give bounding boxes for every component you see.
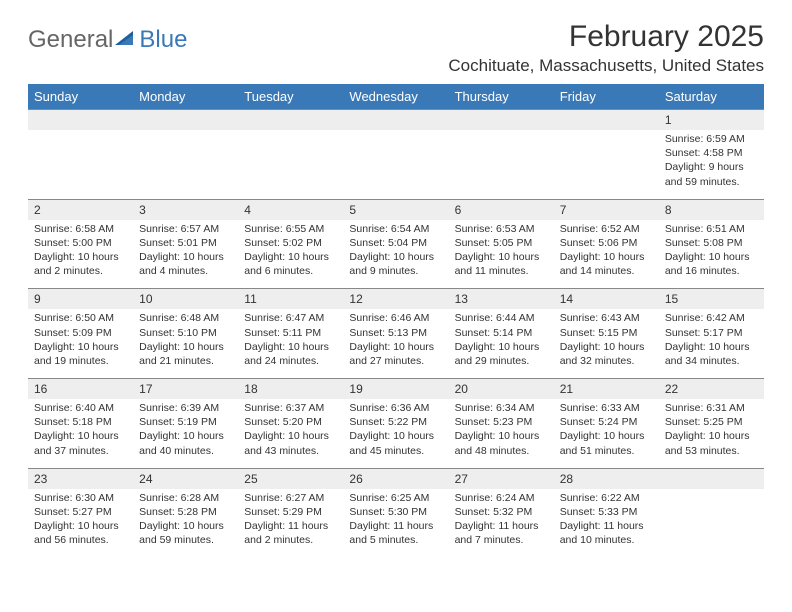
date-cell: 15 <box>659 289 764 310</box>
date-cell: 14 <box>554 289 659 310</box>
date-cell: 4 <box>238 199 343 220</box>
detail-cell <box>28 130 133 199</box>
day-header-row: Sunday Monday Tuesday Wednesday Thursday… <box>28 84 764 110</box>
detail-cell: Sunrise: 6:48 AMSunset: 5:10 PMDaylight:… <box>133 309 238 378</box>
page-header: General Blue February 2025 Cochituate, M… <box>28 20 764 76</box>
detail-cell: Sunrise: 6:33 AMSunset: 5:24 PMDaylight:… <box>554 399 659 468</box>
detail-cell: Sunrise: 6:25 AMSunset: 5:30 PMDaylight:… <box>343 489 448 558</box>
day-header-sun: Sunday <box>28 84 133 110</box>
week1-dates: 1 <box>28 110 764 131</box>
detail-cell <box>449 130 554 199</box>
detail-cell: Sunrise: 6:55 AMSunset: 5:02 PMDaylight:… <box>238 220 343 289</box>
date-cell <box>28 110 133 131</box>
logo: General Blue <box>28 26 187 54</box>
date-cell: 13 <box>449 289 554 310</box>
date-cell: 17 <box>133 379 238 400</box>
date-cell: 5 <box>343 199 448 220</box>
detail-cell <box>659 489 764 558</box>
detail-cell: Sunrise: 6:34 AMSunset: 5:23 PMDaylight:… <box>449 399 554 468</box>
date-cell: 10 <box>133 289 238 310</box>
date-cell <box>449 110 554 131</box>
date-cell: 22 <box>659 379 764 400</box>
month-title: February 2025 <box>448 20 764 54</box>
week4-dates: 16 17 18 19 20 21 22 <box>28 379 764 400</box>
week2-details: Sunrise: 6:58 AMSunset: 5:00 PMDaylight:… <box>28 220 764 289</box>
date-cell: 7 <box>554 199 659 220</box>
date-cell: 2 <box>28 199 133 220</box>
day-header-fri: Friday <box>554 84 659 110</box>
week2-dates: 2 3 4 5 6 7 8 <box>28 199 764 220</box>
date-cell: 26 <box>343 468 448 489</box>
detail-cell: Sunrise: 6:52 AMSunset: 5:06 PMDaylight:… <box>554 220 659 289</box>
detail-cell: Sunrise: 6:53 AMSunset: 5:05 PMDaylight:… <box>449 220 554 289</box>
date-cell: 28 <box>554 468 659 489</box>
detail-cell: Sunrise: 6:50 AMSunset: 5:09 PMDaylight:… <box>28 309 133 378</box>
date-cell: 18 <box>238 379 343 400</box>
detail-cell: Sunrise: 6:44 AMSunset: 5:14 PMDaylight:… <box>449 309 554 378</box>
date-cell <box>659 468 764 489</box>
date-cell: 9 <box>28 289 133 310</box>
week3-dates: 9 10 11 12 13 14 15 <box>28 289 764 310</box>
week3-details: Sunrise: 6:50 AMSunset: 5:09 PMDaylight:… <box>28 309 764 378</box>
date-cell: 11 <box>238 289 343 310</box>
detail-cell: Sunrise: 6:59 AMSunset: 4:58 PMDaylight:… <box>659 130 764 199</box>
detail-cell: Sunrise: 6:31 AMSunset: 5:25 PMDaylight:… <box>659 399 764 468</box>
date-cell: 19 <box>343 379 448 400</box>
date-cell: 27 <box>449 468 554 489</box>
calendar-table: Sunday Monday Tuesday Wednesday Thursday… <box>28 84 764 557</box>
detail-cell: Sunrise: 6:51 AMSunset: 5:08 PMDaylight:… <box>659 220 764 289</box>
logo-text-blue: Blue <box>139 26 187 54</box>
detail-cell: Sunrise: 6:36 AMSunset: 5:22 PMDaylight:… <box>343 399 448 468</box>
detail-cell: Sunrise: 6:43 AMSunset: 5:15 PMDaylight:… <box>554 309 659 378</box>
detail-cell: Sunrise: 6:30 AMSunset: 5:27 PMDaylight:… <box>28 489 133 558</box>
title-block: February 2025 Cochituate, Massachusetts,… <box>448 20 764 76</box>
date-cell: 25 <box>238 468 343 489</box>
detail-cell: Sunrise: 6:46 AMSunset: 5:13 PMDaylight:… <box>343 309 448 378</box>
date-cell: 8 <box>659 199 764 220</box>
week1-details: Sunrise: 6:59 AMSunset: 4:58 PMDaylight:… <box>28 130 764 199</box>
location-text: Cochituate, Massachusetts, United States <box>448 56 764 76</box>
detail-cell: Sunrise: 6:24 AMSunset: 5:32 PMDaylight:… <box>449 489 554 558</box>
week5-details: Sunrise: 6:30 AMSunset: 5:27 PMDaylight:… <box>28 489 764 558</box>
day-header-tue: Tuesday <box>238 84 343 110</box>
week4-details: Sunrise: 6:40 AMSunset: 5:18 PMDaylight:… <box>28 399 764 468</box>
date-cell <box>554 110 659 131</box>
day-header-wed: Wednesday <box>343 84 448 110</box>
day-header-sat: Saturday <box>659 84 764 110</box>
detail-cell: Sunrise: 6:47 AMSunset: 5:11 PMDaylight:… <box>238 309 343 378</box>
date-cell: 21 <box>554 379 659 400</box>
date-cell <box>343 110 448 131</box>
detail-cell: Sunrise: 6:28 AMSunset: 5:28 PMDaylight:… <box>133 489 238 558</box>
logo-text-general: General <box>28 26 113 54</box>
detail-cell <box>133 130 238 199</box>
date-cell <box>238 110 343 131</box>
date-cell: 20 <box>449 379 554 400</box>
detail-cell <box>238 130 343 199</box>
day-header-mon: Monday <box>133 84 238 110</box>
week5-dates: 23 24 25 26 27 28 <box>28 468 764 489</box>
date-cell: 24 <box>133 468 238 489</box>
detail-cell <box>343 130 448 199</box>
date-cell: 16 <box>28 379 133 400</box>
date-cell: 23 <box>28 468 133 489</box>
date-cell <box>133 110 238 131</box>
detail-cell: Sunrise: 6:42 AMSunset: 5:17 PMDaylight:… <box>659 309 764 378</box>
detail-cell: Sunrise: 6:57 AMSunset: 5:01 PMDaylight:… <box>133 220 238 289</box>
detail-cell: Sunrise: 6:58 AMSunset: 5:00 PMDaylight:… <box>28 220 133 289</box>
detail-cell: Sunrise: 6:27 AMSunset: 5:29 PMDaylight:… <box>238 489 343 558</box>
date-cell: 6 <box>449 199 554 220</box>
detail-cell: Sunrise: 6:39 AMSunset: 5:19 PMDaylight:… <box>133 399 238 468</box>
date-cell: 3 <box>133 199 238 220</box>
day-header-thu: Thursday <box>449 84 554 110</box>
date-cell: 1 <box>659 110 764 131</box>
detail-cell <box>554 130 659 199</box>
logo-triangle-icon <box>115 26 137 54</box>
date-cell: 12 <box>343 289 448 310</box>
detail-cell: Sunrise: 6:37 AMSunset: 5:20 PMDaylight:… <box>238 399 343 468</box>
detail-cell: Sunrise: 6:40 AMSunset: 5:18 PMDaylight:… <box>28 399 133 468</box>
detail-cell: Sunrise: 6:22 AMSunset: 5:33 PMDaylight:… <box>554 489 659 558</box>
detail-cell: Sunrise: 6:54 AMSunset: 5:04 PMDaylight:… <box>343 220 448 289</box>
